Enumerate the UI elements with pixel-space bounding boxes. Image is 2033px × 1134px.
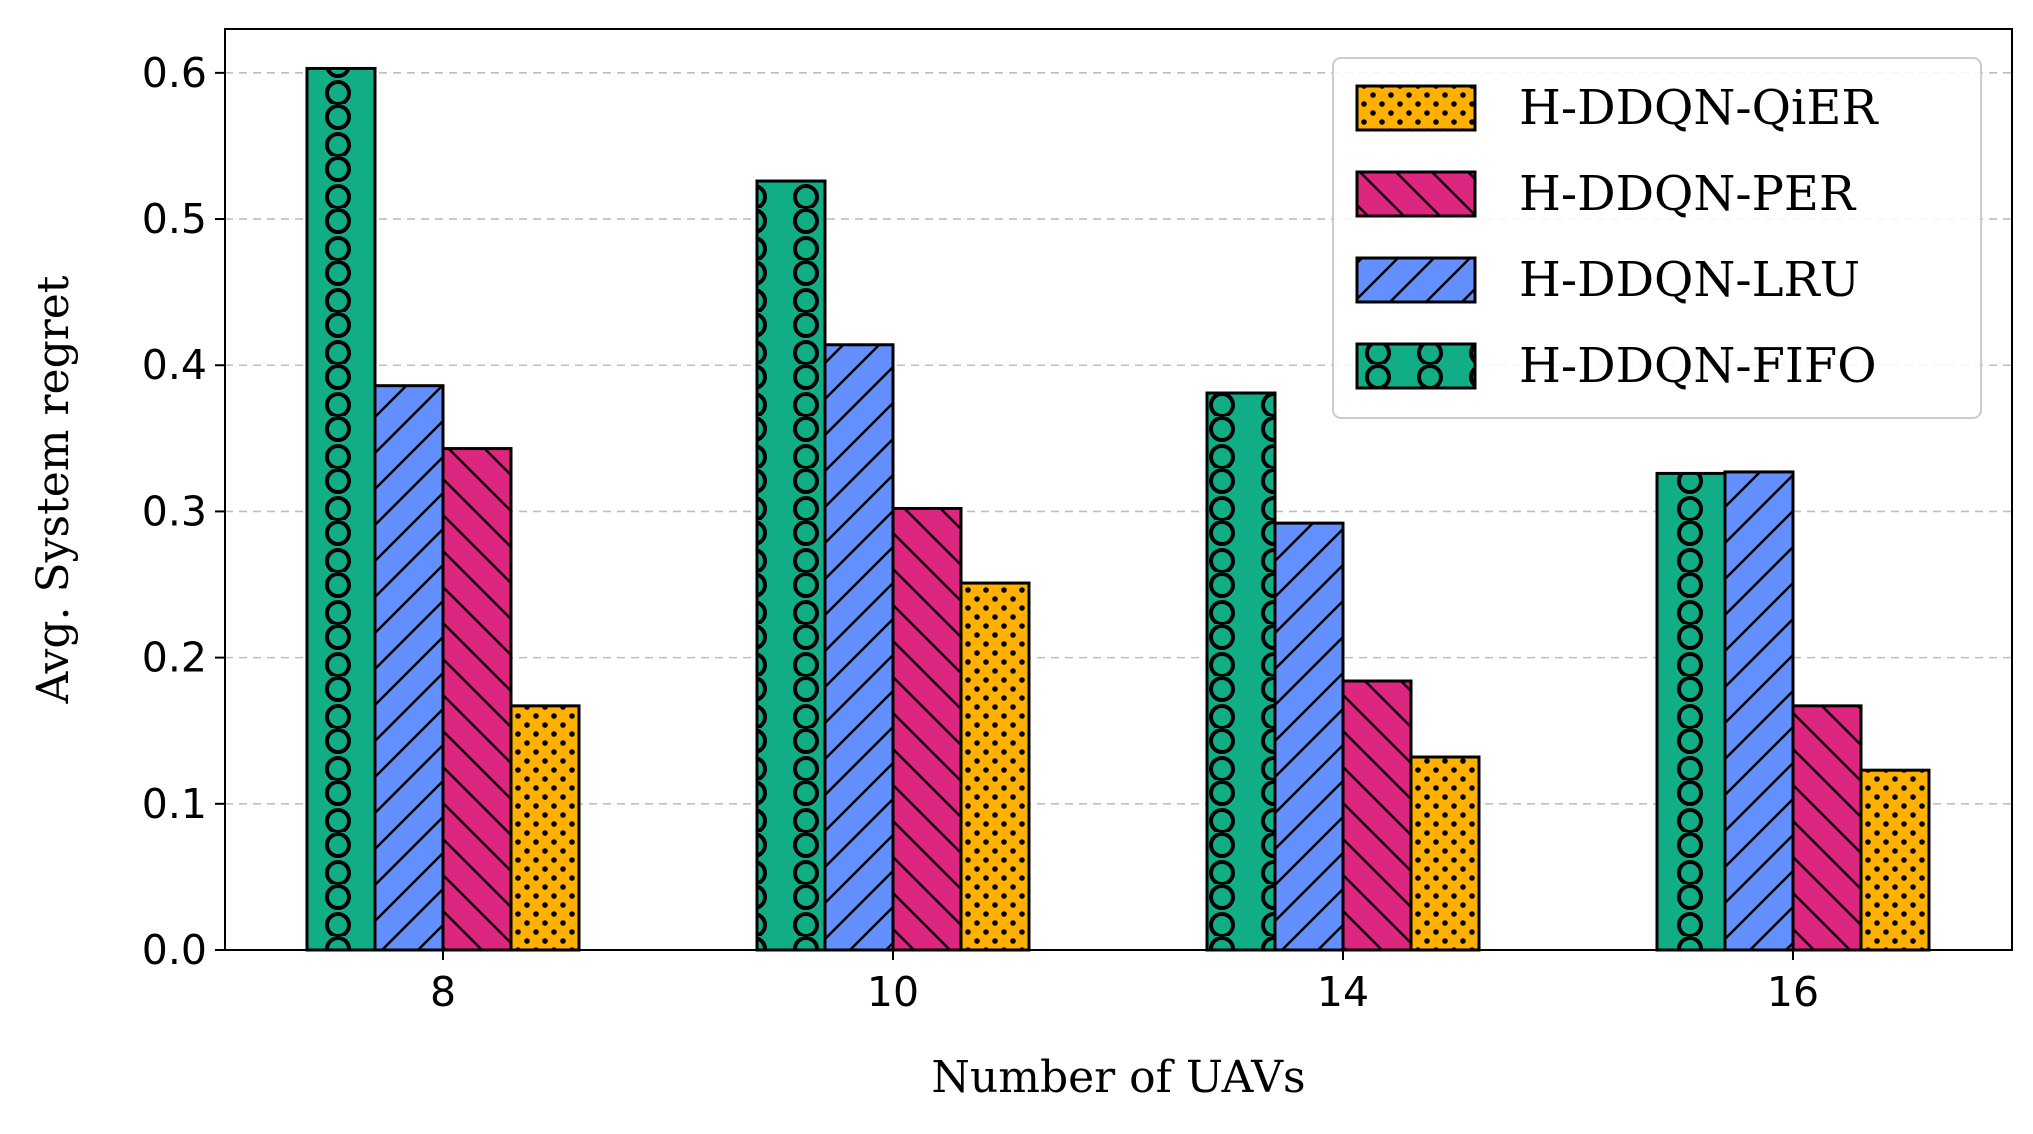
legend-box — [1332, 57, 1982, 419]
bar-h-ddqn-fifo-8 — [305, 66, 377, 952]
legend-swatch-h-ddqn-lru — [1355, 256, 1477, 304]
x-tick-label: 8 — [430, 968, 456, 1016]
x-tick-label: 16 — [1767, 968, 1819, 1016]
bar-h-ddqn-qier-8 — [509, 704, 581, 952]
bar-h-ddqn-fifo-10 — [755, 179, 827, 952]
bar-h-ddqn-per-16 — [1791, 704, 1863, 952]
y-tick-label: 0.1 — [142, 780, 207, 828]
bar-h-ddqn-lru-10 — [823, 343, 895, 952]
bar-h-ddqn-lru-14 — [1273, 521, 1345, 952]
legend-swatch-h-ddqn-fifo — [1355, 342, 1477, 390]
bar-h-ddqn-per-8 — [441, 447, 513, 952]
x-axis-title: Number of UAVs — [931, 1052, 1305, 1103]
bar-h-ddqn-per-14 — [1341, 679, 1413, 952]
y-tick-label: 0.4 — [142, 341, 207, 389]
bar-h-ddqn-qier-10 — [959, 581, 1031, 952]
bar-h-ddqn-lru-8 — [373, 384, 445, 952]
legend-label-h-ddqn-per: H-DDQN-PER — [1519, 166, 1857, 222]
y-axis-title: Avg. System regret — [28, 275, 79, 704]
legend: H-DDQN-QiER H-DDQN-PER H-DDQN-LRU H-DDQN-FI… — [1332, 57, 1982, 419]
legend-swatch-h-ddqn-qier — [1355, 84, 1477, 132]
legend-label-h-ddqn-qier: H-DDQN-QiER — [1519, 80, 1879, 136]
y-tick-label: 0.5 — [142, 195, 207, 243]
x-tick-label: 14 — [1317, 968, 1369, 1016]
bar-h-ddqn-fifo-14 — [1205, 391, 1277, 952]
y-tick-label: 0.2 — [142, 634, 207, 682]
legend-label-h-ddqn-fifo: H-DDQN-FIFO — [1519, 338, 1877, 394]
y-axis: 0.0 0.1 0.2 0.3 0.4 0.5 0.6 — [142, 49, 225, 974]
y-tick-label: 0.3 — [142, 487, 207, 535]
bar-h-ddqn-qier-16 — [1859, 768, 1931, 952]
legend-label-h-ddqn-lru: H-DDQN-LRU — [1519, 252, 1860, 308]
x-axis: 8 10 14 16 — [430, 950, 1819, 1016]
bar-h-ddqn-lru-16 — [1723, 470, 1795, 952]
x-tick-label: 10 — [867, 968, 919, 1016]
y-tick-label: 0.6 — [142, 49, 207, 97]
legend-swatch-h-ddqn-per — [1355, 170, 1477, 218]
bar-h-ddqn-per-10 — [891, 507, 963, 952]
plot-frame — [224, 28, 2013, 951]
bar-h-ddqn-qier-14 — [1409, 755, 1481, 952]
y-tick-label: 0.0 — [142, 926, 207, 974]
bar-h-ddqn-fifo-16 — [1655, 471, 1727, 952]
